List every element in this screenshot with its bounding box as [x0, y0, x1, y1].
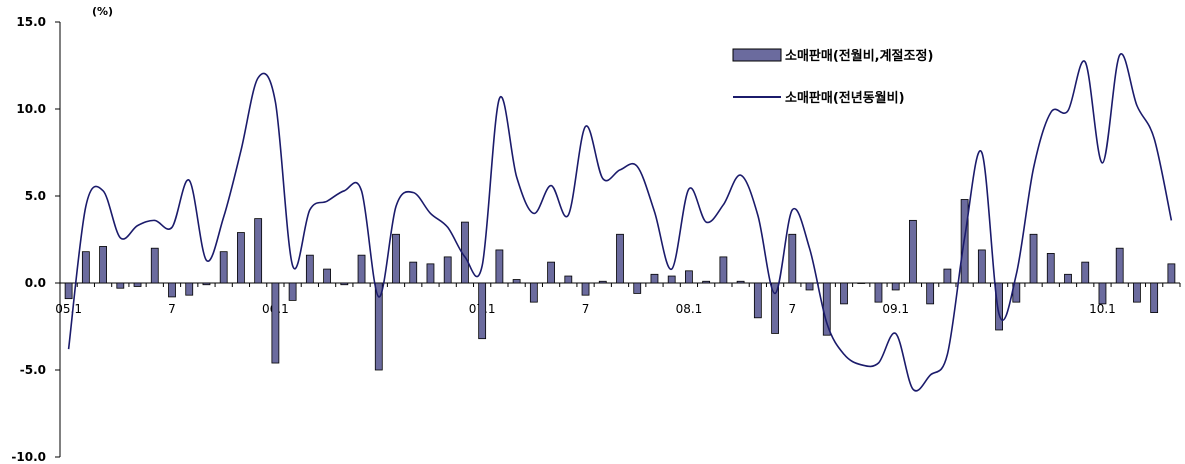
legend-line-label: 소매판매(전년동월비) [785, 90, 905, 106]
line-path [67, 53, 1173, 392]
bar [409, 261, 418, 284]
bar-series [64, 199, 1176, 371]
bar [736, 280, 745, 284]
line-series [67, 53, 1173, 392]
bar [323, 268, 331, 284]
y-unit-label: (%) [92, 5, 113, 18]
x-tick-label: 09.1 [882, 302, 909, 316]
bar [1150, 282, 1159, 313]
bar [512, 279, 521, 284]
bar [753, 282, 762, 319]
bar [99, 246, 107, 284]
bar [564, 275, 573, 284]
bar [1064, 273, 1072, 284]
bar [254, 218, 263, 284]
legend-bar-label: 소매판매(전월비,계절조정) [785, 48, 933, 64]
bar [909, 219, 917, 284]
bar [650, 273, 659, 284]
bar [633, 282, 642, 294]
x-tick-label: 7 [582, 302, 590, 316]
bar [702, 280, 711, 284]
x-tick-label: 7 [168, 302, 176, 316]
x-tick-label: 10.1 [1089, 302, 1116, 316]
bar [719, 256, 728, 284]
bar [116, 282, 125, 289]
bar [805, 282, 814, 291]
y-tick-label: -5.0 [20, 363, 46, 377]
bar [1167, 263, 1176, 284]
bar [478, 282, 487, 340]
bar [857, 282, 866, 284]
bar [616, 233, 624, 284]
bar [426, 263, 435, 284]
bar [1133, 282, 1141, 303]
bar [598, 280, 607, 284]
bar [788, 233, 797, 284]
bar [305, 254, 314, 284]
bar [219, 251, 228, 284]
bar [202, 282, 211, 286]
bar [667, 275, 676, 284]
bar [943, 268, 952, 284]
bar [340, 282, 349, 286]
bar [288, 282, 297, 301]
y-tick-label: 5.0 [25, 189, 46, 203]
bar [357, 254, 366, 284]
bar [1046, 253, 1055, 284]
bar [392, 233, 400, 284]
x-tick-label: 05.1 [55, 302, 82, 316]
bar [822, 282, 831, 336]
axes: 15.010.05.00.0-5.0-10.0(%)05.1706.1707.1… [11, 5, 1181, 464]
bar [547, 261, 555, 284]
bar [1081, 261, 1090, 284]
bar [977, 249, 986, 284]
bar [495, 249, 504, 284]
bar [64, 282, 73, 300]
bar [995, 282, 1003, 331]
bar [271, 282, 280, 364]
bar [1098, 282, 1107, 305]
bar [150, 247, 159, 284]
bar [926, 282, 935, 305]
legend-bar-swatch [732, 48, 782, 62]
bar [1115, 247, 1124, 284]
x-tick-label: 7 [788, 302, 796, 316]
bar [771, 282, 779, 334]
bar [840, 282, 848, 305]
bar [874, 282, 883, 303]
bar [237, 232, 245, 284]
bar [529, 282, 538, 303]
bar [443, 256, 452, 284]
x-tick-label: 08.1 [676, 302, 703, 316]
bar [1029, 233, 1038, 284]
bar [133, 282, 142, 287]
y-tick-label: -10.0 [11, 450, 46, 464]
y-tick-label: 15.0 [16, 15, 46, 29]
legend: 소매판매(전월비,계절조정) 소매판매(전년동월비) [732, 48, 933, 106]
y-tick-label: 10.0 [16, 102, 46, 116]
y-tick-label: 0.0 [25, 276, 46, 290]
bar [685, 270, 693, 284]
bar [185, 282, 194, 296]
bar [374, 282, 383, 371]
bar [581, 282, 590, 296]
bar [168, 282, 176, 298]
bar [891, 282, 900, 291]
bar [81, 251, 90, 284]
